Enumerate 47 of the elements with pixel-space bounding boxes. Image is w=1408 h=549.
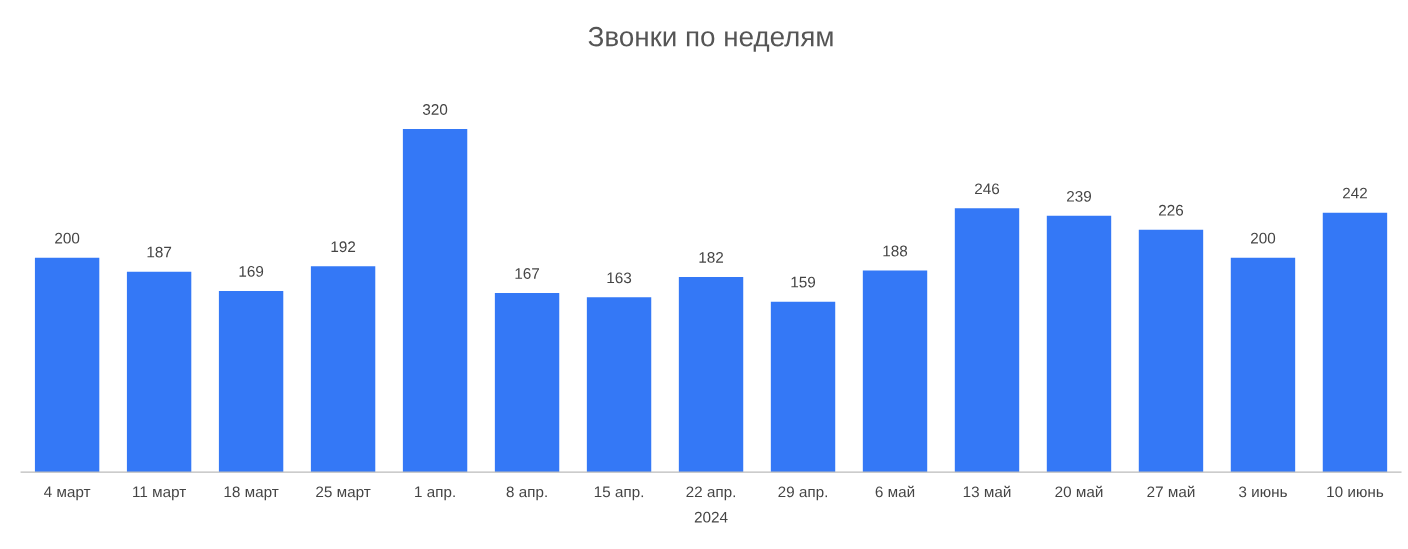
bar <box>678 276 744 473</box>
data-label: 200 <box>1251 232 1276 244</box>
data-label: 242 <box>1342 187 1367 199</box>
x-tick-label: 6 май <box>875 485 915 498</box>
data-label: 163 <box>607 272 632 284</box>
x-tick-label: 27 май <box>1147 485 1195 498</box>
data-label: 239 <box>1067 190 1092 202</box>
data-label: 188 <box>883 245 908 257</box>
bar <box>862 270 928 473</box>
bar <box>770 301 836 473</box>
bar <box>310 266 376 473</box>
bar <box>402 129 468 473</box>
x-tick-label: 25 март <box>316 486 371 501</box>
x-tick-label: 1 апр. <box>415 486 455 501</box>
data-label: 182 <box>699 252 724 263</box>
data-label: 159 <box>791 276 816 288</box>
bar <box>1046 215 1112 473</box>
bar <box>954 208 1020 473</box>
data-label: 320 <box>422 104 448 115</box>
x-tick-label: 11 март <box>133 486 186 501</box>
x-tick-label: 13 май <box>963 485 1011 498</box>
x-tick-label: 18 март <box>224 486 279 501</box>
data-label: 192 <box>331 241 356 253</box>
bar <box>34 257 100 473</box>
chart-title: Звонки по неделям <box>588 26 833 52</box>
bar <box>126 271 192 473</box>
data-label: 169 <box>239 265 264 277</box>
data-label: 167 <box>515 268 540 279</box>
bar <box>1322 212 1388 473</box>
x-tick-label: 10 июнь <box>1327 486 1384 498</box>
data-label: 226 <box>1159 204 1184 216</box>
data-label: 246 <box>975 183 1000 195</box>
bar <box>494 293 560 473</box>
bar <box>218 290 284 473</box>
data-label: 187 <box>147 246 172 258</box>
x-tick-label: 15 апр. <box>594 486 644 501</box>
bar <box>1230 257 1296 473</box>
x-tick-label: 4 март <box>44 486 91 501</box>
x-tick-label: 3 июнь <box>1238 486 1287 498</box>
x-tick-label: 22 апр. <box>686 486 736 501</box>
x-tick-label: 20 май <box>1055 485 1103 498</box>
bar <box>1138 229 1204 473</box>
bar <box>586 297 652 473</box>
x-tick-label: 29 апр. <box>778 486 828 501</box>
data-label: 200 <box>55 232 80 244</box>
x-axis-title: 2024 <box>694 511 728 523</box>
x-tick-label: 8 апр. <box>506 486 547 501</box>
